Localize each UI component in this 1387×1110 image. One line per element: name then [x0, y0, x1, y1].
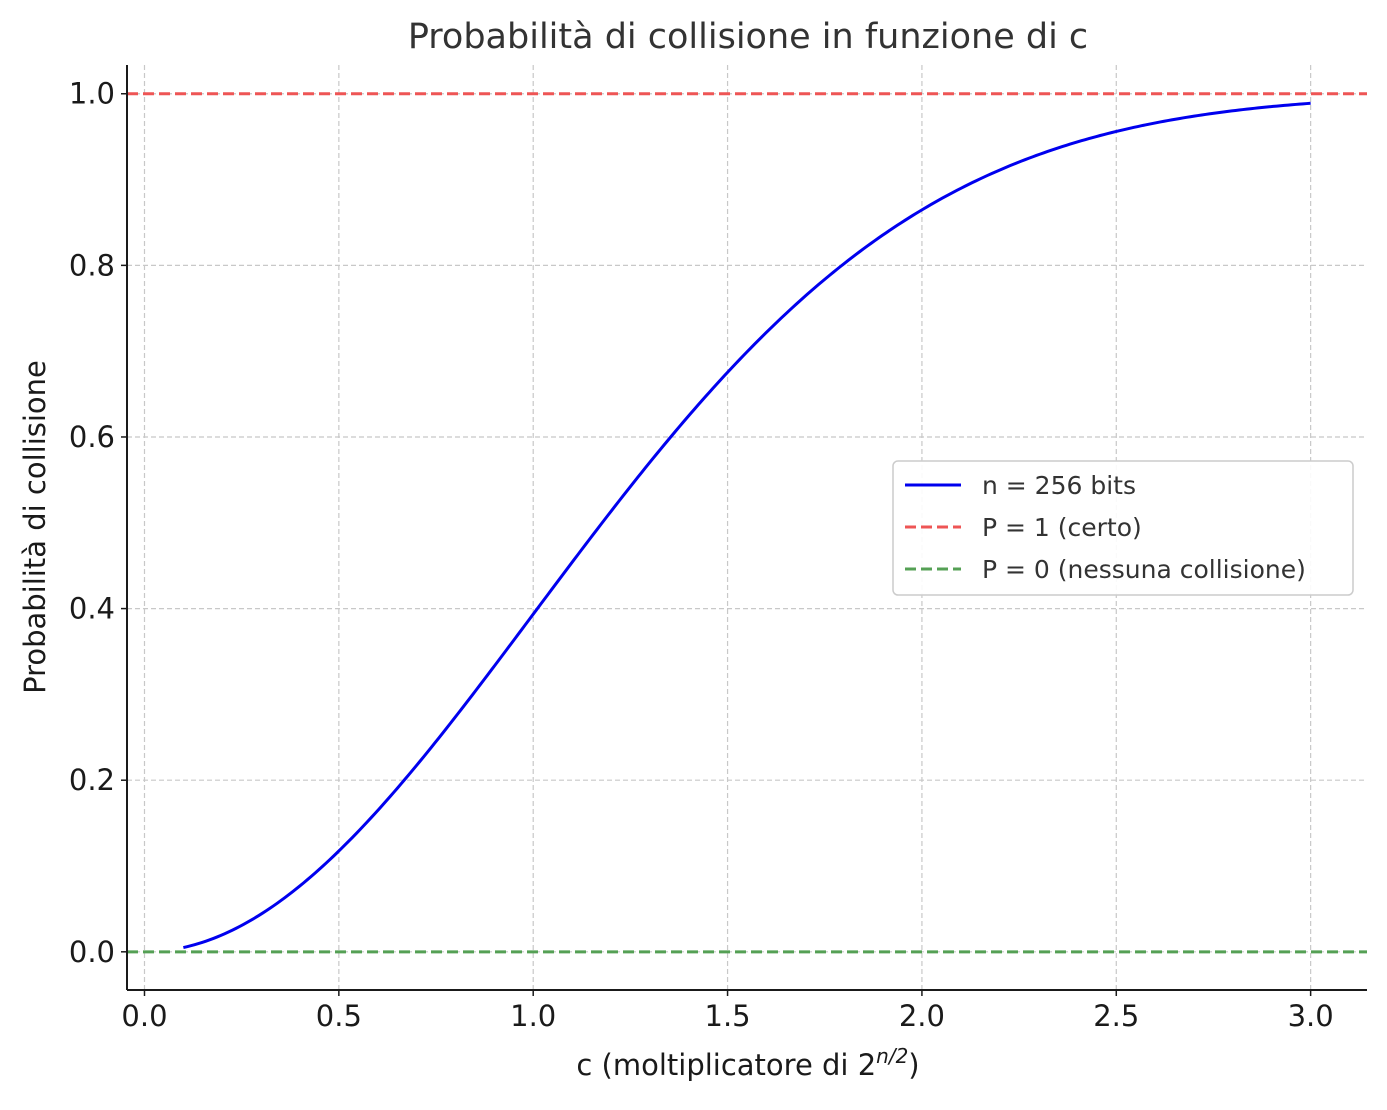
axes	[126, 65, 1367, 991]
series-line-n256	[183, 101, 1311, 950]
legend-label-p0: P = 0 (nessuna collisione)	[982, 555, 1306, 584]
x-tick-label: 1.0	[510, 999, 556, 1033]
reference-lines	[127, 92, 1367, 954]
legend-box	[892, 460, 1354, 596]
ticks: 0.0 0.5 1.0 1.5 2.0 2.5 3.0 0.0 0.2 0.4 0.6 0.8 1.0	[69, 77, 1334, 1033]
x-tick-label: 2.5	[1093, 999, 1139, 1033]
legend-label-p1: P = 1 (certo)	[982, 513, 1142, 542]
y-tick-label: 0.8	[69, 248, 115, 282]
chart-title: Probabilità di collisione in funzione di…	[408, 17, 1088, 57]
y-tick-label: 0.6	[69, 420, 115, 454]
y-tick-label: 0.4	[69, 592, 115, 626]
x-axis-title-close: )	[908, 1048, 919, 1082]
curve-layer	[183, 101, 1311, 950]
x-tick-label: 0.5	[316, 999, 362, 1033]
y-tick-label: 0.0	[69, 935, 115, 969]
x-tick-label: 0.0	[121, 999, 167, 1033]
legend-label-curve: n = 256 bits	[982, 471, 1136, 500]
y-axis-title: Probabilità di collisione	[18, 360, 52, 694]
x-axis-title: c (moltiplicatore di 2n/2)	[576, 1044, 919, 1082]
legend: n = 256 bits P = 1 (certo) P = 0 (nessun…	[892, 460, 1354, 596]
x-tick-label: 2.0	[899, 999, 945, 1033]
y-tick-label: 0.2	[69, 763, 115, 797]
x-tick-label: 3.0	[1288, 999, 1334, 1033]
x-axis-title-superscript: n/2	[876, 1044, 908, 1068]
x-tick-label: 1.5	[705, 999, 751, 1033]
y-tick-label: 1.0	[69, 77, 115, 111]
x-axis-title-main: c (moltiplicatore di 2	[576, 1048, 876, 1082]
